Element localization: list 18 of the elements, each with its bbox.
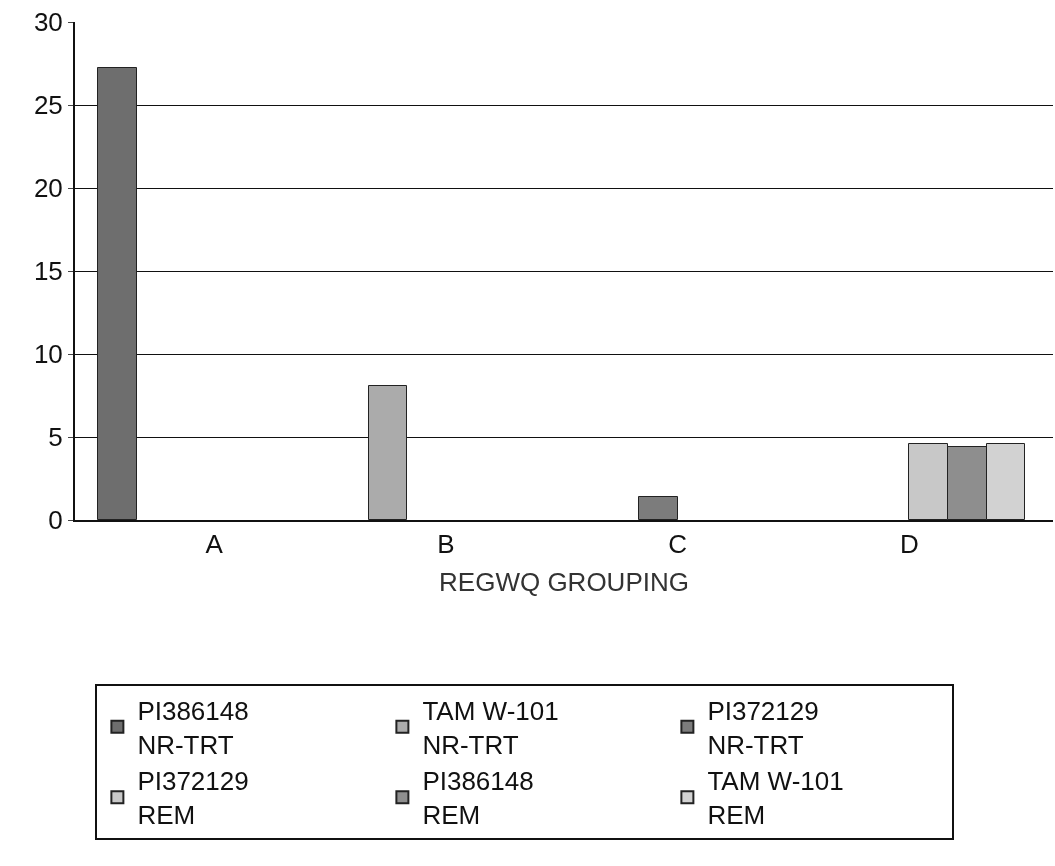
legend-label: TAM W-101 NR-TRT xyxy=(422,695,559,760)
legend-label: PI386148 NR-TRT xyxy=(137,695,249,760)
x-tick-label: D xyxy=(899,529,919,560)
x-tick-label: B xyxy=(437,529,455,560)
legend-label: PI386148 REM xyxy=(422,766,534,831)
x-tick-label: A xyxy=(205,529,224,560)
y-tick-label: 0 xyxy=(48,505,63,536)
y-tick-label: 20 xyxy=(33,173,63,204)
legend-label: PI372129 NR-TRT xyxy=(707,695,819,760)
y-tick-label: 10 xyxy=(33,339,63,370)
legend-label: PI372129 REM xyxy=(137,766,249,831)
y-tick-label: 30 xyxy=(33,7,63,38)
y-tick-label: 15 xyxy=(33,256,63,287)
y-tick-label: 5 xyxy=(48,422,63,453)
legend-label: TAM W-101 REM xyxy=(707,766,844,831)
y-tick-label: 25 xyxy=(33,90,63,121)
x-axis-title: REGWQ GROUPING xyxy=(439,567,689,598)
x-tick-label: C xyxy=(668,529,687,560)
